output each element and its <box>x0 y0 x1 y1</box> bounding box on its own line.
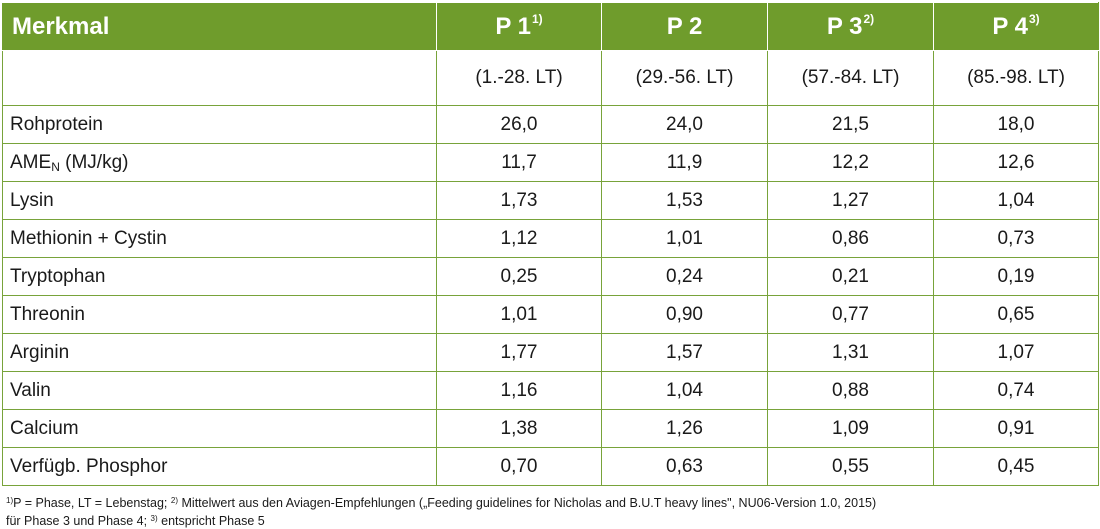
row-label: Verfügb. Phosphor <box>2 447 437 486</box>
value-cell: 0,21 <box>767 257 934 296</box>
value-cell: 0,73 <box>933 219 1099 258</box>
footnote-text: entspricht Phase 5 <box>161 514 265 528</box>
row-label: Rohprotein <box>2 105 437 144</box>
value-cell: 11,9 <box>601 143 768 182</box>
row-label: Valin <box>2 371 437 410</box>
value-cell: 0,24 <box>601 257 768 296</box>
value-cell: 1,01 <box>601 219 768 258</box>
value-cell: 0,63 <box>601 447 768 486</box>
value-cell: 0,65 <box>933 295 1099 334</box>
table-row: Arginin 1,77 1,57 1,31 1,07 <box>2 333 1099 372</box>
value-cell: 1,31 <box>767 333 934 372</box>
table-row: Calcium 1,38 1,26 1,09 0,91 <box>2 409 1099 448</box>
value-cell: 1,04 <box>601 371 768 410</box>
row-label: Methionin + Cystin <box>2 219 437 258</box>
table-footnote: 1)P = Phase, LT = Lebenstag; 2) Mittelwe… <box>6 493 1096 529</box>
value-cell: 1,57 <box>601 333 768 372</box>
value-cell: 0,91 <box>933 409 1099 448</box>
footnote-text: Mittelwert aus den Aviagen-Empfehlungen … <box>181 496 877 510</box>
table-row: Threonin 1,01 0,90 0,77 0,65 <box>2 295 1099 334</box>
footnote-mark: 1) <box>6 496 14 505</box>
row-label: Threonin <box>2 295 437 334</box>
header-merkmal: Merkmal <box>2 2 437 51</box>
value-cell: 1,38 <box>436 409 602 448</box>
table-row: Verfügb. Phosphor 0,70 0,63 0,55 0,45 <box>2 447 1099 486</box>
value-cell: 12,6 <box>933 143 1099 182</box>
table-row: Rohprotein 26,0 24,0 21,5 18,0 <box>2 105 1099 144</box>
table-row: Methionin + Cystin 1,12 1,01 0,86 0,73 <box>2 219 1099 258</box>
phase-footnote-mark: 1) <box>531 12 543 26</box>
value-cell: 1,01 <box>436 295 602 334</box>
footnote-line: für Phase 3 und Phase 4; 3) entspricht P… <box>6 511 1096 529</box>
table-row: Lysin 1,73 1,53 1,27 1,04 <box>2 181 1099 220</box>
value-cell: 0,45 <box>933 447 1099 486</box>
table-row: Valin 1,16 1,04 0,88 0,74 <box>2 371 1099 410</box>
value-cell: 1,53 <box>601 181 768 220</box>
row-label: Tryptophan <box>2 257 437 296</box>
value-cell: 0,74 <box>933 371 1099 410</box>
value-cell: 1,04 <box>933 181 1099 220</box>
footnote-mark: 3) <box>150 514 158 523</box>
nutrient-table: Merkmal P 11) P 2 P 32) P 43) (1.-28. LT… <box>2 2 1099 486</box>
value-cell: 18,0 <box>933 105 1099 144</box>
row-label: Lysin <box>2 181 437 220</box>
value-cell: 0,55 <box>767 447 934 486</box>
phase-footnote-mark: 3) <box>1028 12 1040 26</box>
row-label: Arginin <box>2 333 437 372</box>
footnote-line: 1)P = Phase, LT = Lebenstag; 2) Mittelwe… <box>6 493 1096 511</box>
value-cell: 0,86 <box>767 219 934 258</box>
empty-cell <box>2 50 437 106</box>
value-cell: 21,5 <box>767 105 934 144</box>
header-phase-1: P 11) <box>436 2 602 51</box>
phase-label: P 2 <box>666 12 703 40</box>
label-main: AME <box>10 151 52 173</box>
age-range-cell: (29.-56. LT) <box>601 50 768 106</box>
value-cell: 1,27 <box>767 181 934 220</box>
value-cell: 1,09 <box>767 409 934 448</box>
value-cell: 1,26 <box>601 409 768 448</box>
header-phase-3: P 32) <box>767 2 934 51</box>
age-range-row: (1.-28. LT) (29.-56. LT) (57.-84. LT) (8… <box>2 50 1099 106</box>
label-tail: (MJ/kg) <box>59 151 129 173</box>
phase-label: P 4 <box>992 13 1028 40</box>
value-cell: 0,25 <box>436 257 602 296</box>
phase-label: P 1 <box>495 13 531 40</box>
value-cell: 0,77 <box>767 295 934 334</box>
value-cell: 1,16 <box>436 371 602 410</box>
value-cell: 1,73 <box>436 181 602 220</box>
phase-label: P 3 <box>826 13 863 40</box>
value-cell: 0,19 <box>933 257 1099 296</box>
header-phase-4: P 43) <box>933 2 1099 51</box>
age-range-cell: (85.-98. LT) <box>933 50 1099 106</box>
value-cell: 0,70 <box>436 447 602 486</box>
header-phase-2: P 2 <box>601 2 768 51</box>
footnote-text: P = Phase, LT = Lebenstag; <box>13 496 171 510</box>
value-cell: 1,07 <box>933 333 1099 372</box>
row-label: Calcium <box>2 409 437 448</box>
value-cell: 0,88 <box>767 371 934 410</box>
value-cell: 1,12 <box>436 219 602 258</box>
phase-footnote-mark: 2) <box>863 12 875 26</box>
value-cell: 26,0 <box>436 105 602 144</box>
value-cell: 0,90 <box>601 295 768 334</box>
footnote-text: für Phase 3 und Phase 4; <box>6 514 151 528</box>
value-cell: 1,77 <box>436 333 602 372</box>
table-row: AMEN (MJ/kg) 11,7 11,9 12,2 12,6 <box>2 143 1099 182</box>
table-header-row: Merkmal P 11) P 2 P 32) P 43) <box>2 2 1099 51</box>
label-subscript: N <box>51 159 60 174</box>
value-cell: 12,2 <box>767 143 934 182</box>
value-cell: 24,0 <box>601 105 768 144</box>
age-range-cell: (1.-28. LT) <box>436 50 602 106</box>
table-row: Tryptophan 0,25 0,24 0,21 0,19 <box>2 257 1099 296</box>
footnote-mark: 2) <box>170 496 179 505</box>
age-range-cell: (57.-84. LT) <box>767 50 934 106</box>
row-label: AMEN (MJ/kg) <box>2 143 437 182</box>
value-cell: 11,7 <box>436 143 602 182</box>
